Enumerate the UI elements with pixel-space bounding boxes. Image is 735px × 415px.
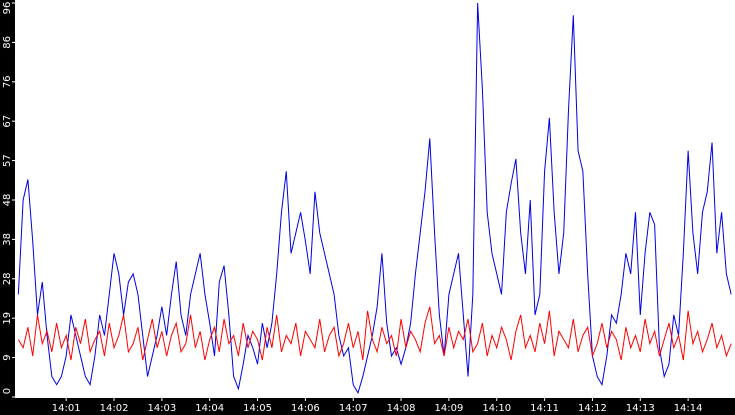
x-tick-label: 14:13 <box>626 403 655 414</box>
y-tick-label: 57 <box>2 154 13 167</box>
x-tick-label: 14:10 <box>482 403 511 414</box>
x-tick-label: 14:08 <box>387 403 416 414</box>
x-tick-label: 14:06 <box>291 403 320 414</box>
x-tick-label: 14:03 <box>147 403 176 414</box>
x-tick-label: 14:09 <box>434 403 463 414</box>
y-tick-label: 48 <box>2 194 13 207</box>
data-line <box>17 2 732 395</box>
data-line <box>17 306 732 361</box>
x-tick-label: 14:12 <box>578 403 607 414</box>
x-tick-label: 14:07 <box>339 403 368 414</box>
x-axis-strip <box>0 398 735 415</box>
x-tick-label: 14:02 <box>100 403 129 414</box>
x-tick-label: 14:04 <box>195 403 224 414</box>
y-tick-label: 9 <box>2 354 13 360</box>
y-tick-label: 86 <box>2 36 13 49</box>
y-tick-label: 76 <box>2 75 13 88</box>
x-tick-label: 14:11 <box>530 403 559 414</box>
y-axis-strip <box>0 0 15 415</box>
y-tick-label: 0 <box>2 388 13 394</box>
x-tick-label: 14:01 <box>52 403 81 414</box>
y-tick-label: 96 <box>2 2 13 15</box>
x-tick-label: 14:05 <box>243 403 272 414</box>
y-tick-label: 67 <box>2 115 13 128</box>
x-tick-label: 14:14 <box>674 403 703 414</box>
y-tick-label: 28 <box>2 272 13 285</box>
y-tick-label: 38 <box>2 233 13 246</box>
y-tick-label: 19 <box>2 312 13 325</box>
